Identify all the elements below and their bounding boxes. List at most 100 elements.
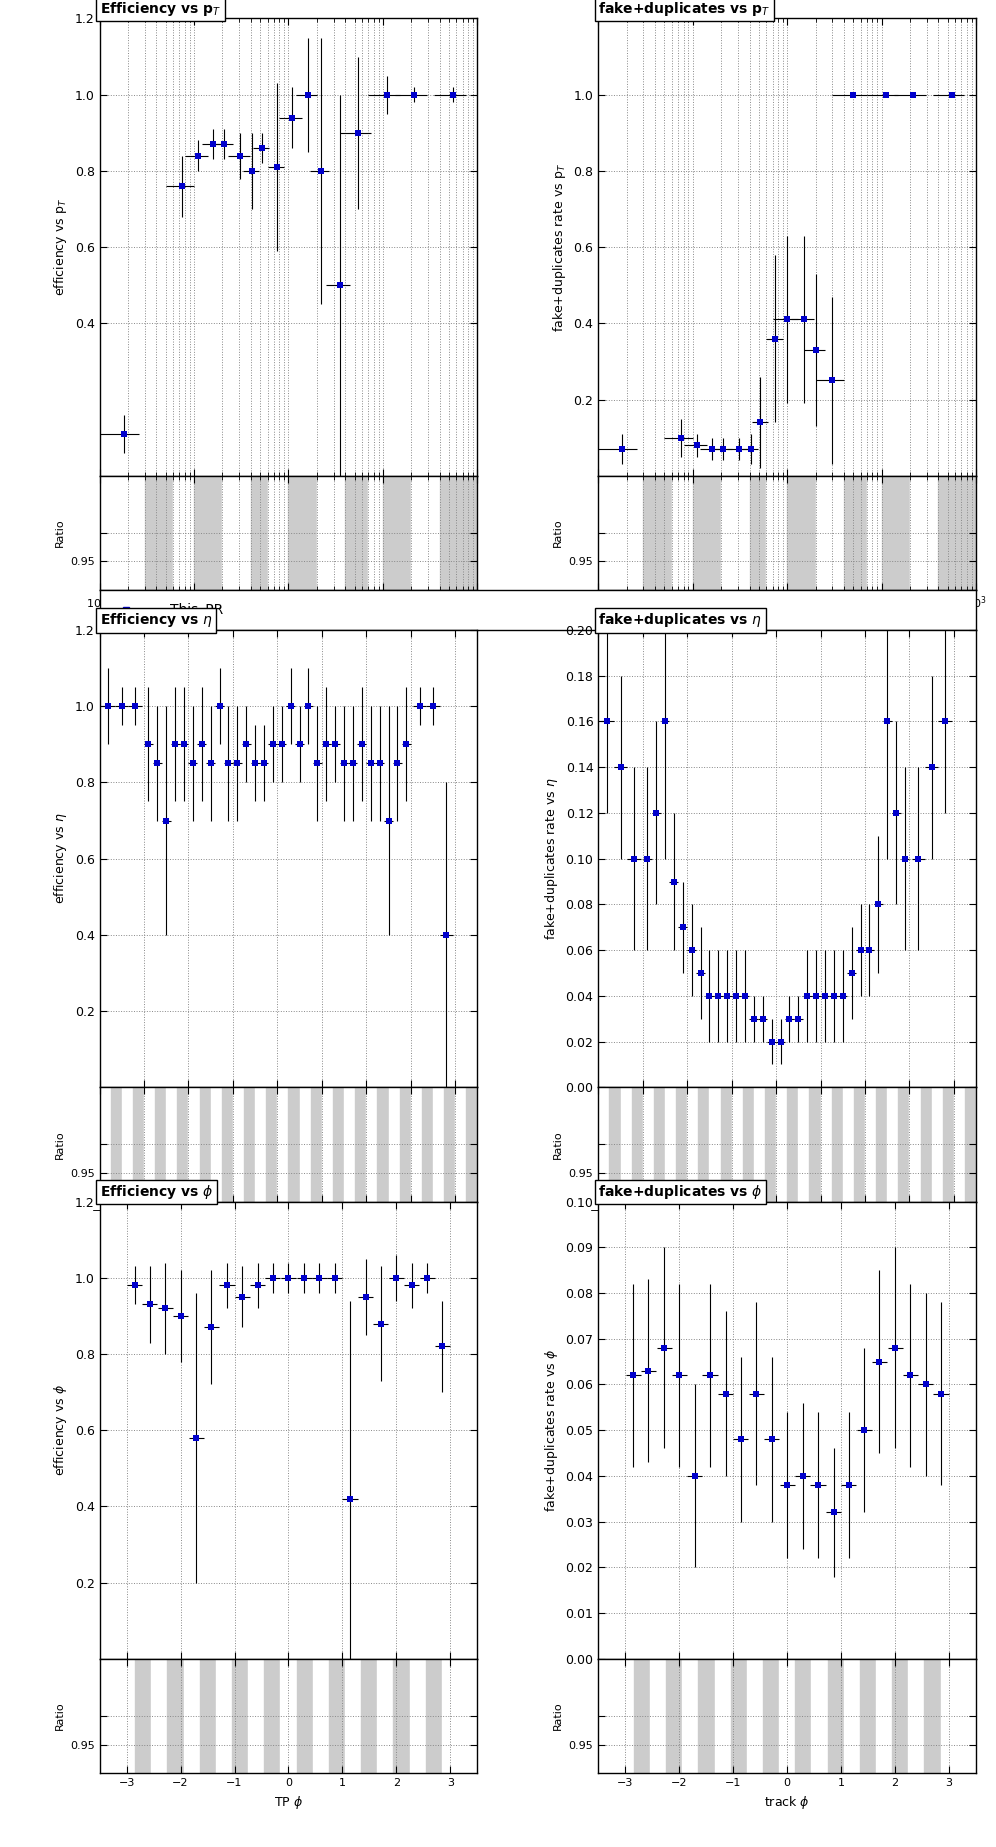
Bar (747, 1659, 763, 1773)
Bar (289, 1088, 300, 1202)
Bar (920, 1088, 931, 1202)
X-axis label: TP p$_T$ (GeV): TP p$_T$ (GeV) (252, 617, 326, 634)
Bar (166, 1088, 177, 1202)
Bar (924, 1659, 940, 1773)
X-axis label: track $\eta$: track $\eta$ (765, 1223, 810, 1239)
Text: fake+duplicates vs $\phi$: fake+duplicates vs $\phi$ (599, 1184, 763, 1201)
Bar (898, 1088, 909, 1202)
Bar (233, 1088, 244, 1202)
Bar (876, 1088, 887, 1202)
Bar (750, 477, 766, 589)
Bar (322, 1088, 333, 1202)
Bar (816, 477, 844, 589)
Bar (144, 477, 173, 589)
Y-axis label: Ratio: Ratio (553, 519, 563, 547)
Bar (621, 1088, 631, 1202)
Bar (144, 1088, 155, 1202)
Bar (183, 1659, 199, 1773)
Bar (216, 1659, 232, 1773)
Bar (931, 1088, 943, 1202)
Y-axis label: Ratio: Ratio (553, 1130, 563, 1158)
Bar (422, 1088, 433, 1202)
Text: Efficiency vs p$_T$: Efficiency vs p$_T$ (100, 0, 221, 18)
Y-axis label: Ratio: Ratio (55, 519, 65, 547)
Bar (382, 477, 411, 589)
Bar (810, 1088, 821, 1202)
Bar (599, 477, 643, 589)
X-axis label: track p$_T$ (GeV): track p$_T$ (GeV) (742, 617, 833, 634)
Bar (714, 1659, 731, 1773)
Bar (268, 477, 289, 589)
Bar (867, 477, 881, 589)
Bar (676, 1088, 687, 1202)
Bar (399, 1088, 410, 1202)
Bar (122, 1088, 132, 1202)
Bar (255, 1088, 266, 1202)
Bar (844, 477, 867, 589)
Bar (151, 1659, 167, 1773)
Bar (665, 1088, 676, 1202)
Bar (787, 1088, 799, 1202)
Bar (828, 1659, 844, 1773)
Y-axis label: efficiency vs p$_T$: efficiency vs p$_T$ (52, 198, 69, 296)
Bar (409, 1659, 425, 1773)
Bar (821, 1088, 832, 1202)
Bar (264, 1659, 281, 1773)
Bar (433, 1088, 444, 1202)
Bar (388, 1088, 399, 1202)
Bar (425, 1659, 442, 1773)
Text: This_PR: This_PR (169, 602, 223, 617)
Bar (832, 1088, 843, 1202)
Bar (671, 477, 693, 589)
Y-axis label: Ratio: Ratio (55, 1130, 65, 1158)
X-axis label: TP $\phi$: TP $\phi$ (274, 1793, 303, 1810)
Y-axis label: efficiency vs $\eta$: efficiency vs $\eta$ (52, 813, 69, 905)
Bar (795, 1659, 812, 1773)
Bar (297, 1659, 313, 1773)
Bar (281, 1659, 297, 1773)
Bar (277, 1088, 289, 1202)
Bar (642, 1088, 653, 1202)
Bar (633, 1659, 650, 1773)
Bar (709, 1088, 720, 1202)
Bar (455, 1088, 466, 1202)
Bar (876, 1659, 892, 1773)
Bar (698, 1088, 709, 1202)
Bar (765, 1088, 776, 1202)
Bar (155, 1088, 166, 1202)
Bar (843, 1088, 854, 1202)
Bar (440, 477, 477, 589)
Bar (289, 477, 317, 589)
Bar (812, 1659, 828, 1773)
Bar (687, 1088, 698, 1202)
Bar (410, 1088, 422, 1202)
Bar (466, 1088, 477, 1202)
Bar (909, 1088, 920, 1202)
Bar (369, 477, 382, 589)
Y-axis label: fake+duplicates rate vs $\eta$: fake+duplicates rate vs $\eta$ (543, 778, 560, 940)
Bar (442, 1659, 458, 1773)
Bar (393, 1659, 409, 1773)
Bar (377, 1088, 388, 1202)
Bar (119, 1659, 135, 1773)
Bar (100, 477, 144, 589)
Bar (345, 1659, 362, 1773)
Bar (776, 1088, 787, 1202)
Bar (377, 1659, 393, 1773)
Y-axis label: Ratio: Ratio (553, 1701, 563, 1731)
Bar (940, 1659, 957, 1773)
Bar (954, 1088, 965, 1202)
Bar (854, 1088, 865, 1202)
Bar (610, 1088, 621, 1202)
Y-axis label: fake+duplicates rate vs $\phi$: fake+duplicates rate vs $\phi$ (543, 1348, 560, 1511)
Bar (232, 1659, 248, 1773)
Bar (887, 1088, 898, 1202)
Bar (743, 1088, 754, 1202)
Y-axis label: efficiency vs $\phi$: efficiency vs $\phi$ (52, 1383, 69, 1476)
Bar (248, 1659, 264, 1773)
Bar (367, 1088, 377, 1202)
Bar (194, 477, 222, 589)
Bar (693, 477, 721, 589)
Bar (346, 477, 369, 589)
Bar (787, 477, 816, 589)
